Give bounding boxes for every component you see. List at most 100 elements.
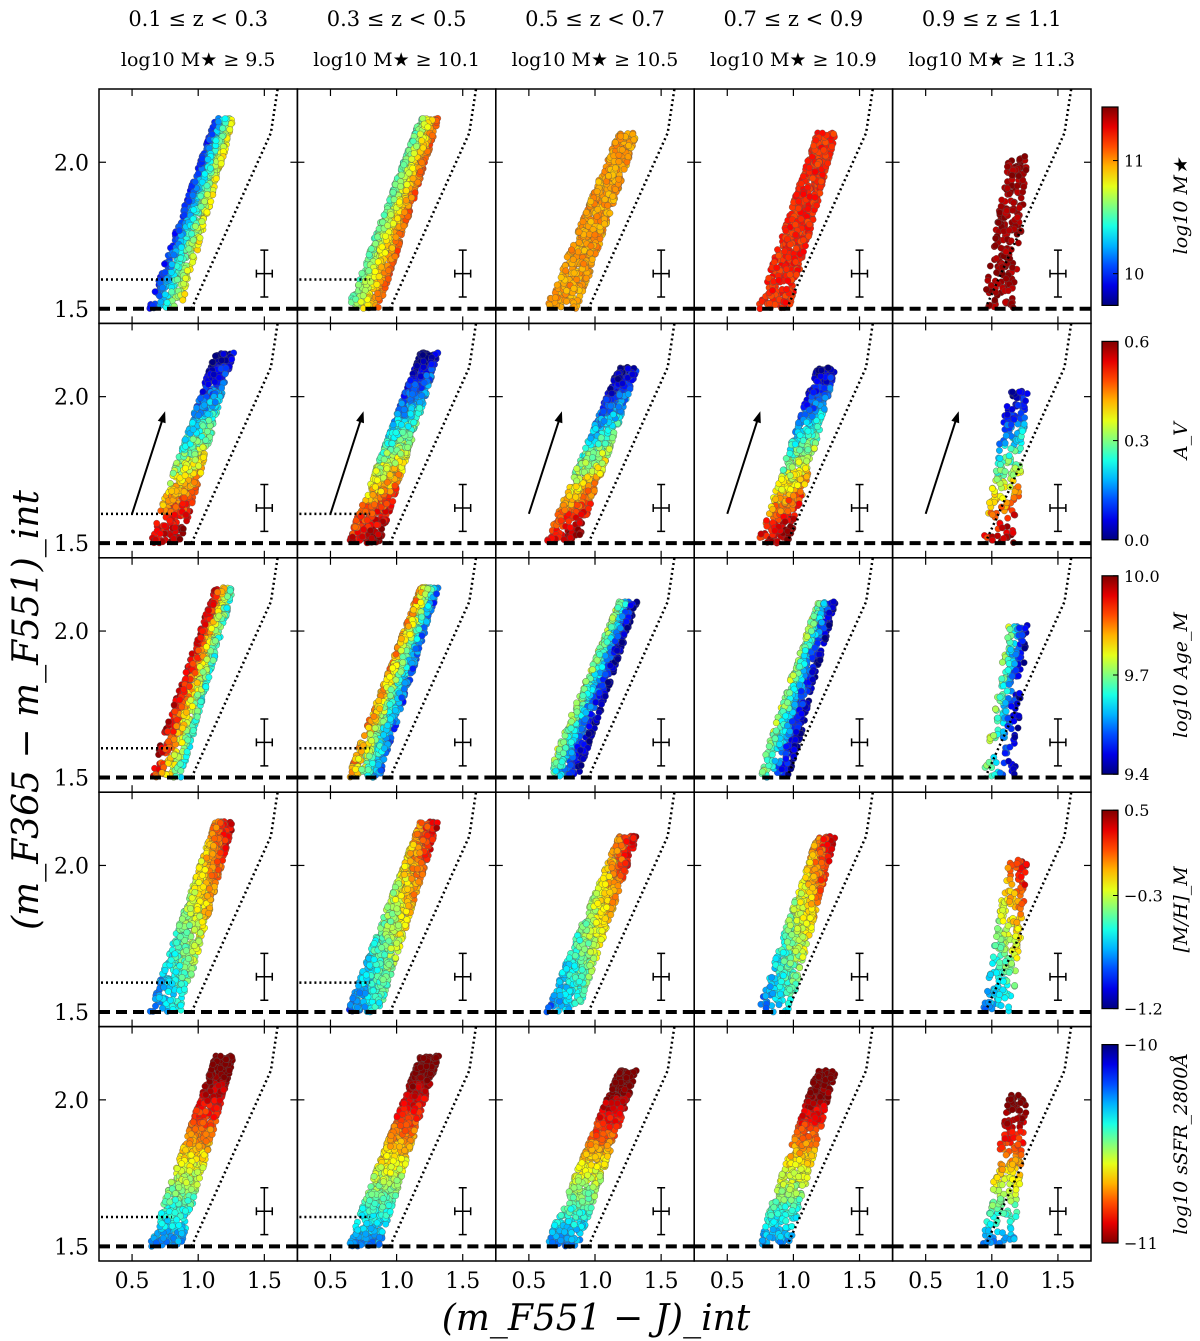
data-point: [207, 198, 215, 205]
data-point: [1009, 264, 1016, 271]
data-point: [995, 219, 1002, 227]
error-bar: [255, 483, 274, 533]
data-point: [1007, 237, 1015, 245]
data-point: [1005, 190, 1013, 198]
data-point: [391, 459, 399, 467]
data-point: [161, 260, 168, 268]
data-point: [997, 244, 1005, 252]
data-point: [830, 130, 837, 138]
data-point: [188, 499, 196, 507]
data-point: [392, 429, 400, 436]
data-point: [193, 404, 200, 412]
data-point: [388, 440, 396, 447]
data-point: [173, 276, 181, 283]
data-point: [198, 218, 206, 225]
data-point: [365, 267, 373, 275]
data-point: [386, 471, 394, 479]
data-point: [221, 370, 229, 378]
data-point: [998, 196, 1006, 204]
data-point: [181, 436, 189, 444]
data-point: [168, 268, 175, 276]
data-point: [179, 296, 187, 304]
data-point: [374, 289, 381, 297]
data-point: [404, 443, 411, 451]
data-point: [184, 267, 191, 274]
data-point: [192, 222, 199, 230]
data-point: [357, 298, 365, 306]
data-point: [168, 487, 175, 495]
data-point: [207, 164, 214, 172]
data-point: [618, 146, 626, 154]
data-point: [591, 231, 599, 239]
data-point: [784, 253, 792, 261]
data-point: [161, 522, 169, 530]
error-bar: [652, 249, 670, 298]
data-point: [820, 146, 828, 154]
data-point: [404, 423, 412, 430]
data-point: [204, 156, 212, 163]
error-bar: [850, 249, 869, 298]
data-point: [202, 436, 210, 444]
y-tick-label: 2.0: [54, 151, 89, 176]
data-point: [197, 469, 205, 477]
data-point: [388, 244, 396, 252]
data-point: [201, 170, 209, 178]
data-point: [203, 191, 211, 198]
data-point: [996, 209, 1004, 217]
data-point: [182, 511, 190, 519]
scatter-points: [756, 129, 838, 313]
data-point: [766, 300, 773, 307]
panel-r0-c3: [693, 88, 894, 325]
data-point: [392, 233, 400, 241]
data-point: [792, 221, 799, 229]
data-point: [389, 188, 397, 196]
data-point: [180, 494, 188, 502]
data-point: [399, 429, 407, 436]
data-point: [204, 410, 212, 418]
data-point: [183, 517, 190, 525]
data-point: [380, 456, 388, 463]
data-point: [407, 410, 414, 418]
data-point: [368, 245, 375, 253]
data-point: [1015, 172, 1023, 180]
data-point: [365, 251, 373, 259]
data-point: [153, 519, 161, 527]
data-point: [391, 482, 399, 489]
data-point: [212, 137, 220, 145]
reddening-vector-arrow: [329, 411, 364, 515]
data-point: [792, 245, 800, 252]
data-point: [190, 236, 197, 244]
data-point: [810, 142, 818, 150]
reddening-vector-arrow: [131, 411, 166, 515]
data-point: [792, 231, 799, 239]
data-point: [420, 363, 427, 371]
data-point: [220, 350, 227, 358]
scatter-points: [149, 349, 238, 547]
panel-r0-c0: 1.52.0: [54, 88, 299, 325]
data-point: [151, 288, 159, 296]
data-point: [180, 488, 188, 496]
data-point: [781, 247, 788, 255]
data-point: [171, 524, 179, 532]
data-point: [804, 157, 812, 165]
data-point: [587, 198, 595, 205]
data-point: [222, 364, 230, 372]
data-point: [195, 462, 202, 470]
data-point: [424, 123, 432, 131]
data-point: [625, 142, 633, 149]
data-point: [212, 175, 220, 182]
data-point: [373, 521, 381, 529]
data-point: [615, 175, 623, 183]
data-point: [553, 281, 561, 289]
data-point: [811, 168, 819, 176]
column-mass-label: log10 M★ ≥ 10.1: [313, 49, 480, 71]
data-point: [1019, 176, 1027, 184]
data-point: [209, 358, 217, 366]
data-point: [166, 517, 174, 524]
data-point: [203, 208, 211, 216]
data-point: [402, 187, 410, 195]
data-point: [201, 198, 208, 205]
data-point: [177, 254, 185, 262]
data-point: [380, 211, 388, 219]
